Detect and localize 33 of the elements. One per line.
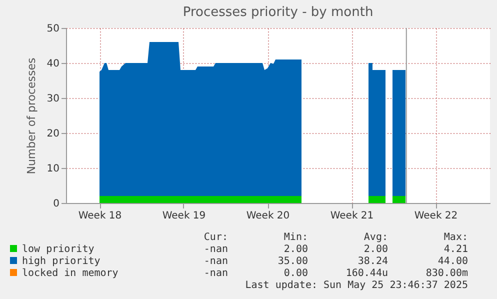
text: 44.00 [436,256,468,268]
x-tick-label: Week 22 [414,210,458,222]
text: Max: [442,232,468,244]
x-tick-label: Week 20 [246,210,290,222]
y-tick-label: 20 [46,128,60,140]
text: 4.21 [442,244,468,256]
text: 2.00 [282,244,308,256]
chart-title: Processes priority - by month [182,5,374,20]
text: Min: [282,232,308,244]
y-axis-title: Number of processes [24,57,38,174]
text: Last update: Sun May 25 23:46:37 2025 [244,280,468,292]
text: -nan [202,268,228,280]
text: 35.00 [276,256,308,268]
y-tick-label: 0 [53,198,60,210]
text: 830.00m [424,268,468,280]
text: 38.24 [356,256,388,268]
legend-label: high priority [21,256,102,268]
y-tick-label: 50 [46,24,60,34]
text: -nan [202,244,228,256]
text: 160.44u [344,268,388,280]
legend-label: low priority [21,244,96,256]
text: 0.00 [282,268,308,280]
y-tick-label: 30 [46,94,60,104]
text: 2.00 [362,244,388,256]
legend-label: locked in memory [21,268,120,280]
x-tick-label: Week 19 [162,210,206,222]
x-tick-label: Week 18 [78,210,122,222]
x-tick-label: Week 21 [330,210,374,222]
y-tick-label: 40 [46,58,60,70]
text: Cur: [202,232,228,244]
y-tick-label: 10 [46,164,60,174]
text: Avg: [362,232,388,244]
text: -nan [202,256,228,268]
